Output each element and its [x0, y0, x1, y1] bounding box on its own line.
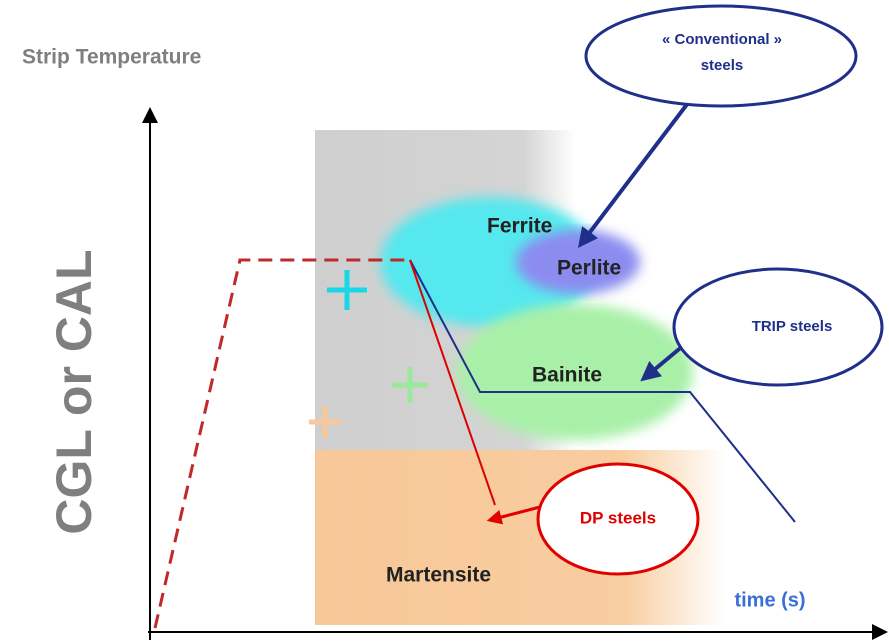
- callout-text: steels: [701, 57, 744, 74]
- dp-arrow: [486, 505, 541, 525]
- conventional-callout: [584, 4, 858, 108]
- x-axis-label: time (s): [734, 589, 805, 611]
- phase-label: Bainite: [532, 364, 602, 387]
- perlite-region: [516, 230, 640, 294]
- y-axis-label: Strip Temperature: [22, 46, 201, 69]
- phase-label: Perlite: [557, 257, 621, 280]
- heating-path: [153, 258, 410, 629]
- line-label: CGL or CAL: [46, 249, 102, 534]
- trip-callout: [672, 267, 884, 387]
- cross-arrows: [309, 270, 428, 438]
- bainite-region: [457, 304, 693, 440]
- conventional-arrow: [577, 101, 690, 248]
- phase-label: Ferrite: [487, 215, 552, 238]
- dp-path: [409, 259, 496, 506]
- dp-callout: [536, 462, 700, 576]
- callout-text: DP steels: [580, 508, 656, 527]
- callout-text: TRIP steels: [752, 318, 833, 335]
- phase-label: Martensite: [386, 564, 491, 587]
- ferrite-region: [380, 197, 600, 327]
- trip-path: [409, 259, 796, 523]
- callout-text: « Conventional »: [662, 31, 782, 48]
